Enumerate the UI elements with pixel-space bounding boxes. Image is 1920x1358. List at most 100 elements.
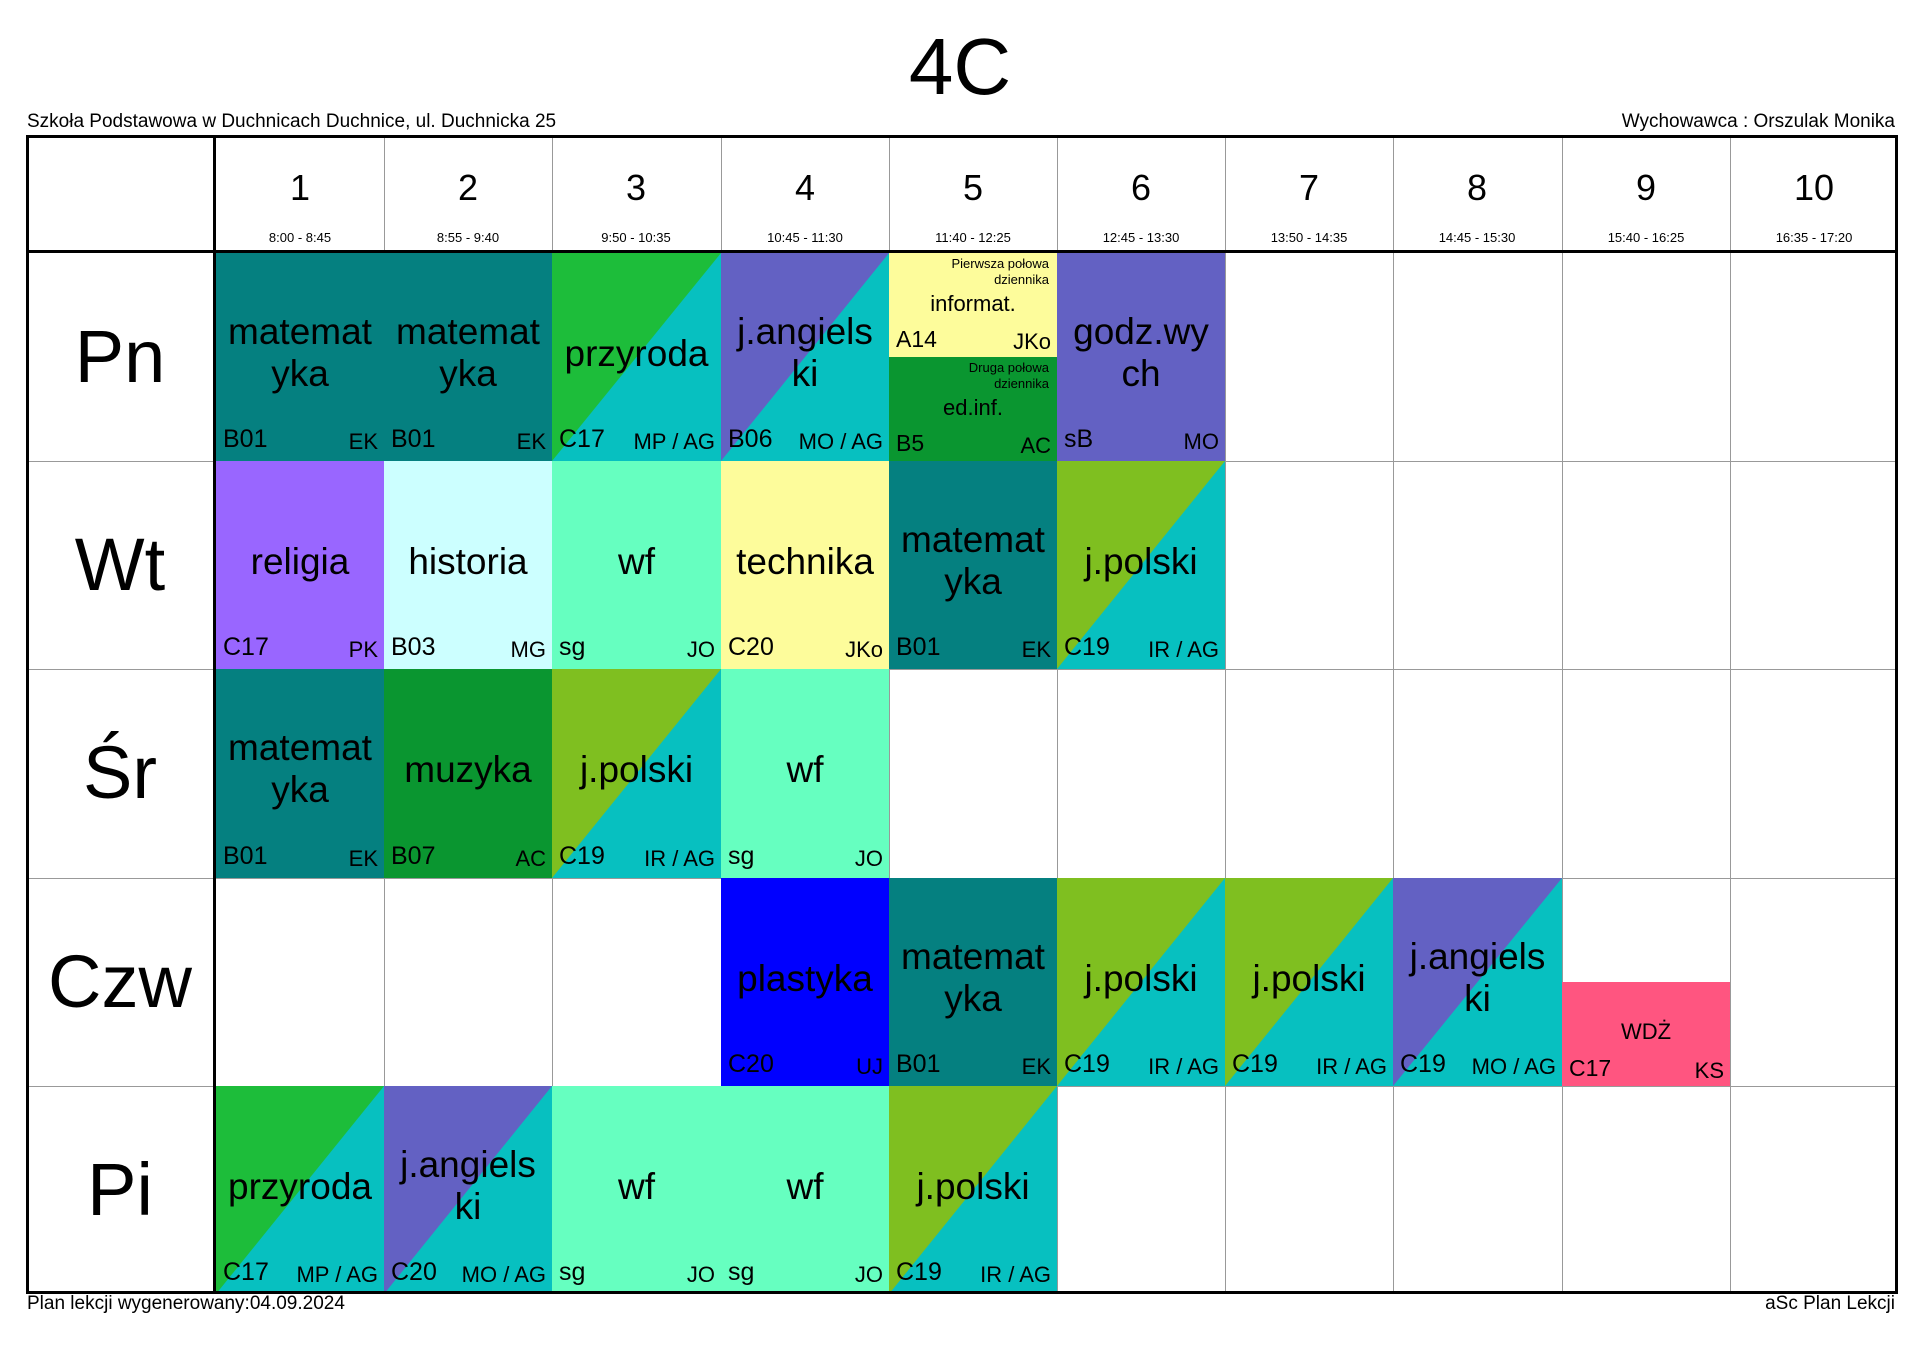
lesson-cell[interactable]: muzyka B07 AC bbox=[384, 669, 552, 878]
lesson-subject: j.polski bbox=[1252, 958, 1366, 999]
period-time: 8:55 - 9:40 bbox=[436, 230, 500, 245]
lesson-teacher: JO bbox=[854, 846, 883, 871]
lesson-room: C17 bbox=[223, 633, 269, 661]
lesson-cell[interactable]: wf sg JO bbox=[552, 461, 721, 669]
lesson-subject: plastyka bbox=[737, 958, 873, 999]
lesson-room: C19 bbox=[559, 842, 605, 870]
lesson-background bbox=[889, 357, 1057, 461]
lesson-room: C19 bbox=[1064, 633, 1110, 661]
period-header: 1 8:00 - 8:45 bbox=[216, 136, 384, 250]
period-number: 10 bbox=[1793, 167, 1835, 208]
lesson-room: sg bbox=[559, 1258, 586, 1286]
lesson-background bbox=[552, 669, 721, 878]
grid-line-vertical bbox=[1562, 136, 1563, 1293]
lesson-cell[interactable]: wf sg JO bbox=[552, 1086, 721, 1294]
lesson-room: C20 bbox=[728, 1050, 774, 1078]
lesson-room: B07 bbox=[391, 842, 436, 870]
lesson-background bbox=[384, 1086, 552, 1294]
lesson-cell[interactable]: wf sg JO bbox=[721, 1086, 889, 1294]
day-label: Wt bbox=[27, 461, 213, 669]
day-label-text: Czw bbox=[48, 940, 192, 1023]
lesson-cell-first-half[interactable]: Pierwsza połowa dziennika informat. A14 JKo bbox=[889, 253, 1057, 357]
lesson-room: C20 bbox=[391, 1258, 437, 1286]
lesson-cell[interactable]: j.polski C19 IR / AG bbox=[1057, 878, 1225, 1086]
lesson-cell[interactable]: matemat yka B01 EK bbox=[216, 253, 384, 461]
lesson-room: C19 bbox=[896, 1258, 942, 1286]
period-header: 5 11:40 - 12:25 bbox=[889, 136, 1057, 250]
period-time: 15:40 - 16:25 bbox=[1607, 230, 1685, 245]
lesson-cell[interactable]: matemat yka B01 EK bbox=[889, 878, 1057, 1086]
lesson-background bbox=[889, 253, 1057, 357]
lesson-cell[interactable]: j.polski C19 IR / AG bbox=[889, 1086, 1057, 1294]
lesson-subject: matemat yka bbox=[901, 519, 1045, 602]
lesson-background bbox=[552, 253, 721, 461]
lesson-room: C19 bbox=[1064, 1050, 1110, 1078]
lesson-room: C20 bbox=[728, 633, 774, 661]
lesson-background bbox=[1057, 878, 1225, 1086]
lesson-subject: matemat yka bbox=[901, 936, 1045, 1019]
lesson-cell[interactable]: matemat yka B01 EK bbox=[216, 669, 384, 878]
lesson-background bbox=[889, 878, 1057, 1086]
period-header: 4 10:45 - 11:30 bbox=[721, 136, 889, 250]
lesson-cell[interactable]: matemat yka B01 EK bbox=[889, 461, 1057, 669]
lesson-cell[interactable]: przyroda C17 MP / AG bbox=[216, 1086, 384, 1294]
lesson-subject: muzyka bbox=[404, 749, 532, 790]
lesson-background bbox=[889, 461, 1057, 669]
period-number: 5 bbox=[962, 167, 984, 208]
lesson-subject: wf bbox=[786, 1166, 824, 1207]
lesson-room: sg bbox=[559, 633, 586, 661]
day-label-text: Pi bbox=[87, 1148, 153, 1231]
lesson-note: Druga połowa dziennika bbox=[968, 360, 1049, 391]
lesson-background bbox=[216, 1086, 384, 1294]
lesson-teacher: UJ bbox=[856, 1054, 883, 1079]
lesson-teacher: KS bbox=[1694, 1058, 1724, 1083]
day-label: Pi bbox=[27, 1086, 213, 1294]
lesson-background bbox=[216, 461, 384, 669]
lesson-cell[interactable]: matemat yka B01 EK bbox=[384, 253, 552, 461]
lesson-subject: wf bbox=[618, 541, 655, 582]
lesson-background bbox=[384, 669, 552, 878]
lesson-cell[interactable]: j.angiels ki C19 MO / AG bbox=[1393, 878, 1562, 1086]
lesson-cell[interactable]: WDŻ C17 KS bbox=[1562, 982, 1730, 1086]
lesson-teacher: IR / AG bbox=[980, 1262, 1051, 1287]
lesson-room: C19 bbox=[1232, 1050, 1278, 1078]
lesson-subject: ed.inf. bbox=[943, 395, 1003, 420]
period-header: 9 15:40 - 16:25 bbox=[1562, 136, 1730, 250]
lesson-subject: przyroda bbox=[228, 1166, 372, 1207]
lesson-background bbox=[216, 669, 384, 878]
lesson-cell[interactable]: j.polski C19 IR / AG bbox=[1225, 878, 1393, 1086]
lesson-cell[interactable]: plastyka C20 UJ bbox=[721, 878, 889, 1086]
day-label-text: Wt bbox=[74, 523, 166, 606]
lesson-teacher: MO / AG bbox=[1471, 1054, 1556, 1079]
grid-line-vertical bbox=[384, 136, 385, 1293]
lesson-teacher: MP / AG bbox=[633, 429, 715, 454]
table-frame bbox=[26, 135, 1898, 1294]
period-time: 11:40 - 12:25 bbox=[935, 230, 1011, 245]
period-header: 8 14:45 - 15:30 bbox=[1393, 136, 1561, 250]
lesson-cell[interactable]: j.angiels ki C20 MO / AG bbox=[384, 1086, 552, 1294]
lesson-room: C17 bbox=[559, 425, 605, 453]
lesson-cell[interactable]: j.polski C19 IR / AG bbox=[1057, 461, 1225, 669]
lesson-subject: matemat yka bbox=[228, 311, 372, 394]
period-time: 14:45 - 15:30 bbox=[1438, 230, 1516, 245]
lesson-room: B06 bbox=[728, 425, 773, 453]
lesson-cell[interactable]: godz.wy ch sB MO bbox=[1057, 253, 1225, 461]
lesson-teacher: IR / AG bbox=[1316, 1054, 1387, 1079]
period-header: 6 12:45 - 13:30 bbox=[1057, 136, 1225, 250]
lesson-cell[interactable]: j.polski C19 IR / AG bbox=[552, 669, 721, 878]
period-number: 2 bbox=[457, 167, 479, 208]
lesson-cell[interactable]: wf sg JO bbox=[721, 669, 889, 878]
lesson-teacher: IR / AG bbox=[1148, 637, 1219, 662]
lesson-cell[interactable]: technika C20 JKo bbox=[721, 461, 889, 669]
lesson-cell[interactable]: przyroda C17 MP / AG bbox=[552, 253, 721, 461]
grid-line-vertical bbox=[889, 136, 890, 1293]
lesson-note: Pierwsza połowa dziennika bbox=[951, 256, 1049, 287]
app-credit: aSc Plan Lekcji bbox=[1765, 1293, 1895, 1314]
lesson-cell[interactable]: j.angiels ki B06 MO / AG bbox=[721, 253, 889, 461]
lesson-cell-second-half[interactable]: Druga połowa dziennika ed.inf. B5 AC bbox=[889, 357, 1057, 461]
lesson-cell[interactable]: historia B03 MG bbox=[384, 461, 552, 669]
lesson-teacher: EK bbox=[348, 429, 378, 454]
lesson-teacher: MO bbox=[1183, 429, 1219, 454]
lesson-cell[interactable]: religia C17 PK bbox=[216, 461, 384, 669]
